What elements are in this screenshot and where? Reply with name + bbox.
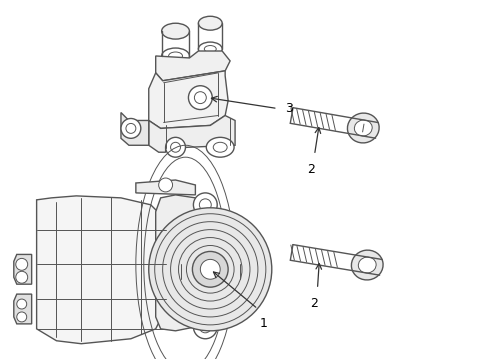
Ellipse shape — [162, 23, 190, 39]
Circle shape — [16, 258, 28, 270]
Polygon shape — [136, 180, 196, 195]
Polygon shape — [156, 195, 215, 331]
Ellipse shape — [200, 260, 220, 279]
Circle shape — [17, 299, 26, 309]
Text: 1: 1 — [260, 317, 268, 330]
Ellipse shape — [358, 257, 376, 273]
Circle shape — [17, 312, 26, 322]
Ellipse shape — [193, 251, 228, 287]
Circle shape — [194, 315, 217, 339]
Circle shape — [159, 178, 172, 192]
Ellipse shape — [149, 208, 272, 331]
Polygon shape — [121, 113, 149, 145]
Ellipse shape — [162, 48, 190, 64]
Ellipse shape — [351, 250, 383, 280]
Polygon shape — [37, 196, 166, 344]
Text: 3: 3 — [285, 102, 293, 115]
Ellipse shape — [198, 42, 222, 56]
Text: 2: 2 — [308, 163, 316, 176]
Circle shape — [121, 118, 141, 138]
Ellipse shape — [347, 113, 379, 143]
Polygon shape — [14, 255, 32, 284]
Circle shape — [16, 271, 28, 283]
Ellipse shape — [206, 137, 234, 157]
Circle shape — [199, 199, 211, 211]
Ellipse shape — [169, 52, 182, 60]
Polygon shape — [149, 71, 228, 129]
Polygon shape — [156, 51, 230, 81]
Ellipse shape — [204, 46, 216, 53]
Circle shape — [189, 86, 212, 109]
Circle shape — [199, 321, 211, 333]
Circle shape — [171, 142, 180, 152]
Circle shape — [195, 92, 206, 104]
Polygon shape — [149, 116, 235, 152]
Circle shape — [166, 137, 185, 157]
Ellipse shape — [198, 16, 222, 30]
Ellipse shape — [354, 120, 372, 136]
Ellipse shape — [213, 142, 227, 152]
Circle shape — [126, 123, 136, 133]
Text: 2: 2 — [311, 297, 319, 310]
Circle shape — [194, 193, 217, 217]
Polygon shape — [14, 294, 32, 324]
